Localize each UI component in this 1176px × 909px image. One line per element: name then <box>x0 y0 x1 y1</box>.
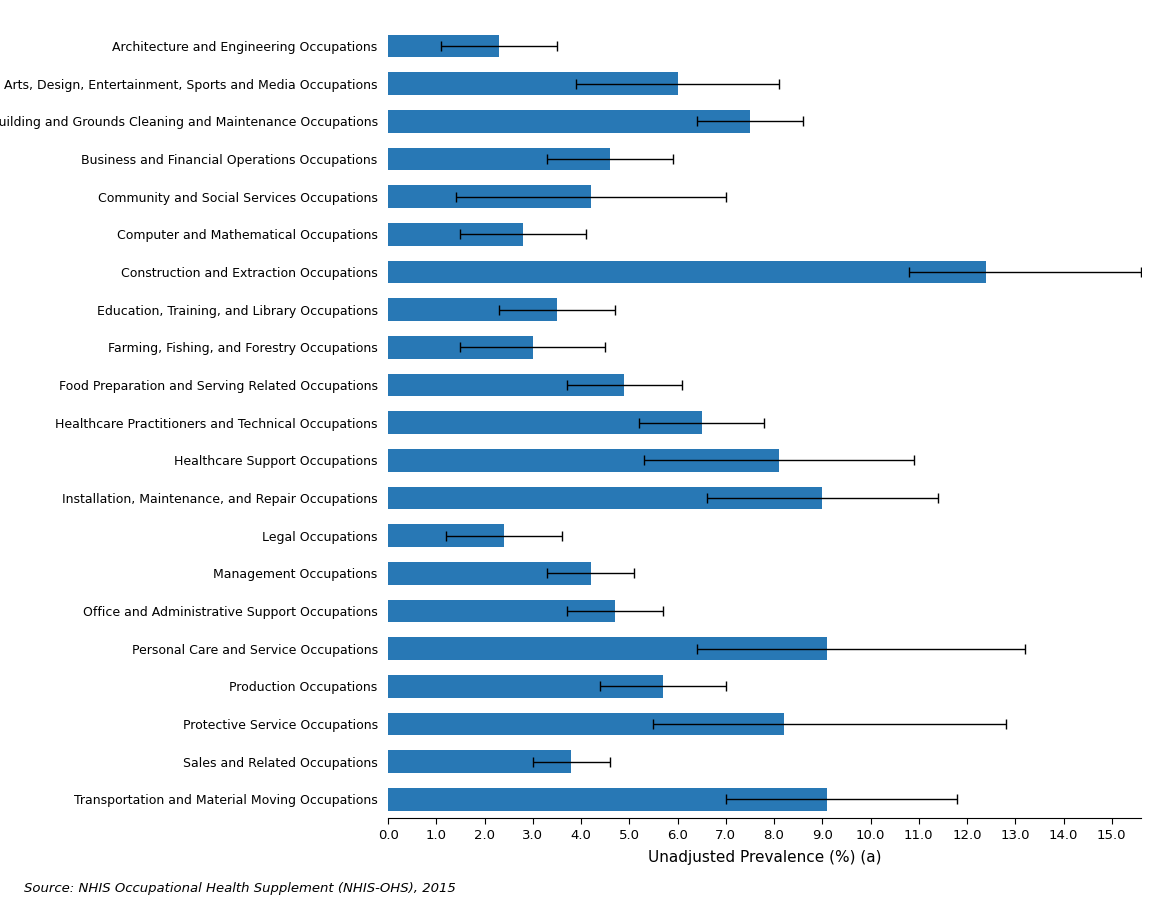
Bar <box>388 524 503 547</box>
Bar <box>388 298 557 321</box>
Bar <box>388 336 533 359</box>
Bar <box>388 750 572 773</box>
Bar <box>388 35 499 57</box>
Bar <box>388 148 610 170</box>
Bar <box>388 185 590 208</box>
Bar <box>388 223 523 245</box>
Bar <box>388 637 827 660</box>
Bar <box>388 788 827 811</box>
Bar <box>388 449 779 472</box>
X-axis label: Unadjusted Prevalence (%) (a): Unadjusted Prevalence (%) (a) <box>648 850 881 864</box>
Bar <box>388 562 590 584</box>
Bar <box>388 600 615 623</box>
Text: Source: NHIS Occupational Health Supplement (NHIS-OHS), 2015: Source: NHIS Occupational Health Supplem… <box>24 883 455 895</box>
Bar <box>388 73 677 95</box>
Bar <box>388 713 783 735</box>
Bar <box>388 486 822 509</box>
Bar <box>388 110 750 133</box>
Bar <box>388 675 663 697</box>
Bar <box>388 261 987 284</box>
Bar <box>388 374 624 396</box>
Bar <box>388 412 702 434</box>
